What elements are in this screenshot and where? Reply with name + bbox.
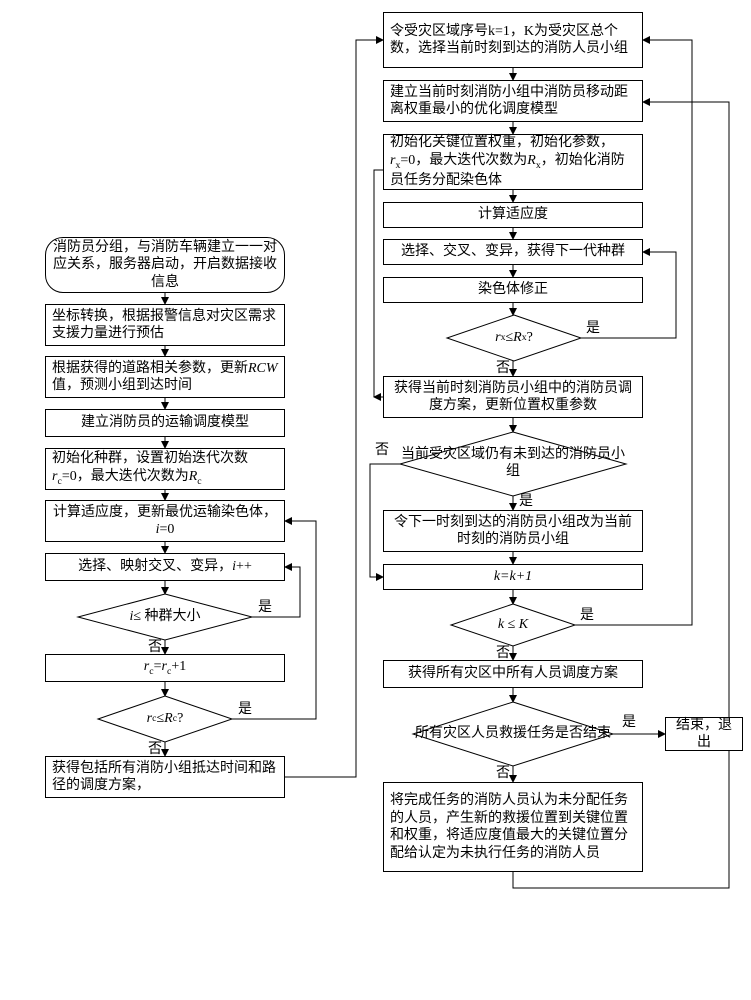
left-b5: 计算适应度，更新最优运输染色体，i=0 — [45, 500, 285, 542]
right-r7: 获得当前时刻消防员小组中的消防员调度方案，更新位置权重参数 — [383, 376, 643, 418]
right-d3-wrap: rx ≤ Rx ? — [447, 315, 581, 361]
edge-label-no-5: 否 — [496, 362, 510, 376]
edge-label-yes-7: 是 — [519, 495, 533, 509]
left-d1-wrap: i ≤ 种群大小 — [78, 594, 252, 640]
right-r11: 将完成任务的消防人员认为未分配任务的人员，产生新的救援位置到关键位置和权重，将适… — [383, 782, 643, 872]
right-r10: 获得所有灾区中所有人员调度方案 — [383, 660, 643, 688]
right-r5: 选择、交叉、变异，获得下一代种群 — [383, 239, 643, 265]
edge-label-no-3: 否 — [148, 743, 162, 757]
left-b2: 根据获得的道路相关参数，更新RCW值，预测小组到达时间 — [45, 356, 285, 398]
left-b8: 获得包括所有消防小组抵达时间和路径的调度方案， — [45, 756, 285, 798]
right-r2: 建立当前时刻消防小组中消防员移动距离权重最小的优化调度模型 — [383, 80, 643, 122]
edge-32 — [374, 170, 383, 397]
edge-label-yes-4: 是 — [586, 322, 600, 336]
right-d6-wrap: 所有灾区人员救援任务是否结束 — [413, 702, 613, 766]
left-b4: 初始化种群，设置初始迭代次数 rc=0，最大迭代次数为Rc — [45, 448, 285, 490]
right-r1: 令受灾区域序号k=1，K为受灾区总个数，选择当前时刻到达的消防人员小组 — [383, 12, 643, 68]
edge-label-yes-2: 是 — [238, 703, 252, 717]
edge-label-no-6: 否 — [375, 444, 389, 458]
right-r3: 初始化关键位置权重，初始化参数，rx=0，最大迭代次数为Rx，初始化消防员任务分… — [383, 134, 643, 190]
edge-12 — [285, 40, 383, 777]
edge-label-yes-0: 是 — [258, 601, 272, 615]
edge-label-no-9: 否 — [496, 647, 510, 661]
left-b6: 选择、映射交叉、变异，i++ — [45, 553, 285, 581]
right-r8: 令下一时刻到达的消防员小组改为当前时刻的消防员小组 — [383, 510, 643, 552]
left-b1: 坐标转换，根据报警信息对灾区需求支援力量进行预估 — [45, 304, 285, 346]
right-r6: 染色体修正 — [383, 277, 643, 303]
start-node: 消防员分组，与消防车辆建立一一对应关系，服务器启动，开启数据接收信息 — [45, 237, 285, 293]
right-r9: k=k+1 — [383, 564, 643, 590]
edge-label-no-1: 否 — [148, 641, 162, 655]
edge-label-no-11: 否 — [496, 767, 510, 781]
end-node: 结束，退出 — [665, 717, 743, 751]
right-r4: 计算适应度 — [383, 202, 643, 228]
left-b3: 建立消防员的运输调度模型 — [45, 409, 285, 437]
left-d2-wrap: rc ≤ Rc ? — [98, 696, 232, 742]
edge-label-yes-8: 是 — [580, 609, 594, 623]
edge-label-yes-10: 是 — [622, 716, 636, 730]
right-d4-wrap: 当前受灾区域仍有未到达的消防员小组 — [400, 432, 626, 496]
right-d5-wrap: k ≤ K — [451, 604, 575, 646]
left-b7: rc=rc+1 — [45, 654, 285, 682]
